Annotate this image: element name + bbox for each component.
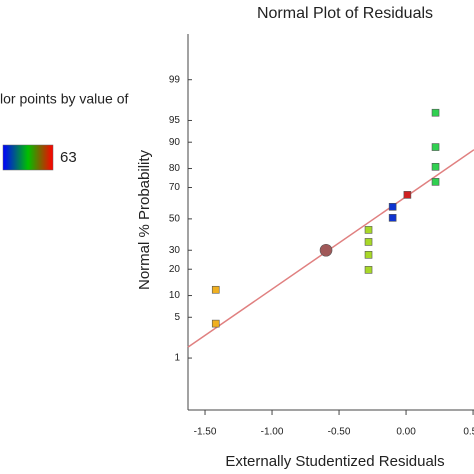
point [431,108,440,117]
x-tick-label: -1.50 [194,427,217,438]
y-tick-label: 99 [169,74,181,85]
legend-title: lor points by value of [0,91,129,107]
color-gradient [2,144,54,171]
y-tick-label: 30 [169,245,181,256]
point [431,178,440,186]
y-tick-label: 50 [169,214,181,225]
point [364,226,373,234]
x-tick-label: 0.00 [396,427,416,438]
y-tick-label: 80 [169,163,181,174]
point [431,162,440,171]
y-tick-label: 70 [169,182,181,193]
x-tick-label: -1.00 [261,427,284,438]
y-tick-label: 10 [169,290,181,301]
chart-title: Normal Plot of Residuals [257,5,433,22]
y-tick-label: 5 [174,312,180,323]
point [388,202,397,211]
point [364,266,373,274]
point [319,243,333,257]
x-tick-label: -0.50 [328,427,351,438]
y-tick-label: 90 [169,137,181,148]
x-tick-label: 0.50 [463,427,474,438]
y-tick-label: 1 [174,353,180,364]
point [364,238,373,246]
x-axis-label: Externally Studentized Residuals [225,453,444,470]
point [388,214,397,222]
point [211,285,220,294]
legend-max-label: 63 [60,149,77,166]
point [403,191,412,199]
y-tick-label: 95 [169,115,181,126]
y-axis-label: Normal % Probability [136,149,153,290]
point [431,143,440,151]
point [211,319,220,328]
y-tick-label: 20 [169,264,181,275]
point [364,251,373,259]
